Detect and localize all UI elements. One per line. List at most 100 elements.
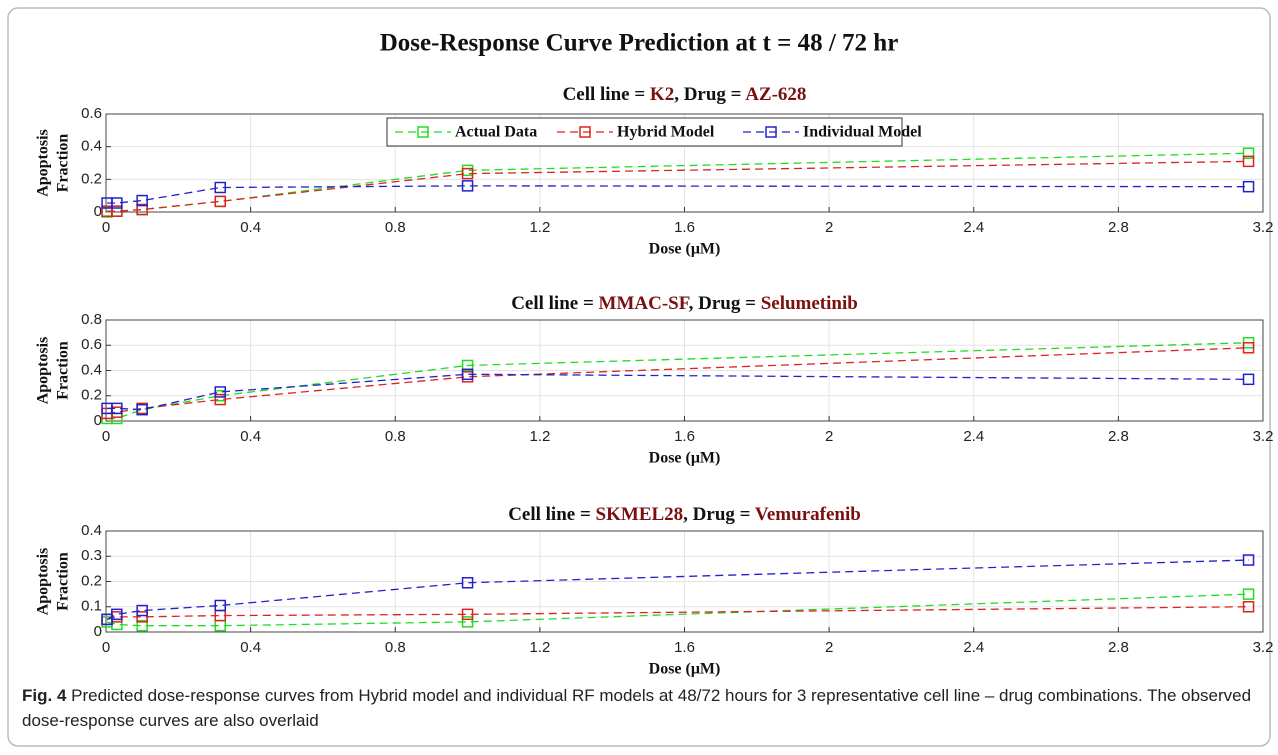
- x-axis-label: Dose (μM): [649, 661, 721, 678]
- point-marker: [461, 180, 474, 192]
- title-part: AZ-628: [745, 84, 806, 105]
- title-part: Cell line =: [563, 84, 650, 105]
- y-tick-label: 0.4: [81, 522, 102, 539]
- x-tick-label: 2.4: [963, 428, 984, 445]
- x-tick-label: 2.4: [963, 639, 984, 656]
- title-part: Selumetinib: [761, 293, 858, 314]
- plot-frame: [105, 530, 1264, 633]
- caption: Fig. 4 Predicted dose-response curves fr…: [22, 683, 1252, 733]
- legend-label: Individual Model: [803, 124, 922, 141]
- y-axis-label: Apoptosis: [35, 129, 52, 197]
- subplot-title: Cell line = SKMEL28, Drug = Vemurafenib: [508, 504, 861, 525]
- x-tick-label: 2.8: [1108, 219, 1129, 236]
- x-tick-label: 1.6: [674, 219, 695, 236]
- y-tick-label: 0: [94, 412, 102, 429]
- point-marker: [214, 393, 227, 406]
- x-tick-label: 2.4: [963, 219, 984, 236]
- point-marker: [1242, 180, 1255, 193]
- y-tick-label: 0.6: [81, 336, 102, 353]
- y-axis-label: Apoptosis: [35, 548, 52, 616]
- y-tick-label: 0.1: [81, 598, 102, 615]
- point-marker: [214, 599, 227, 612]
- point-marker: [1242, 554, 1255, 566]
- point-marker: [136, 611, 148, 623]
- legend-marker: [579, 126, 591, 138]
- x-tick-label: 0: [102, 428, 110, 445]
- y-tick-label: 0.6: [81, 105, 102, 122]
- point-marker: [1242, 601, 1255, 613]
- y-tick-label: 0.3: [81, 547, 102, 564]
- title-part: , Drug =: [689, 293, 761, 314]
- point-marker: [111, 402, 123, 415]
- point-marker: [461, 359, 474, 372]
- point-marker: [111, 197, 123, 209]
- x-tick-label: 0.4: [240, 639, 261, 656]
- x-tick-label: 3.2: [1253, 428, 1274, 445]
- title-part: MMAC-SF: [599, 293, 690, 314]
- y-tick-label: 0: [94, 203, 102, 220]
- x-tick-label: 1.2: [529, 428, 550, 445]
- x-tick-label: 3.2: [1253, 639, 1274, 656]
- title-part: Cell line =: [511, 293, 598, 314]
- y-tick-label: 0.4: [81, 361, 102, 378]
- title-part: Cell line =: [508, 504, 595, 525]
- point-marker: [1242, 588, 1255, 600]
- point-marker: [214, 195, 227, 208]
- x-tick-label: 0.8: [385, 219, 406, 236]
- plot-frame: [105, 113, 1264, 213]
- point-marker: [461, 608, 474, 621]
- y-axis-label: Fraction: [55, 552, 72, 611]
- point-marker: [111, 608, 123, 621]
- caption-label: Fig. 4: [22, 686, 67, 705]
- x-tick-label: 0.4: [240, 219, 261, 236]
- point-marker: [136, 403, 148, 416]
- title-part: K2: [650, 84, 674, 105]
- point-marker: [1242, 155, 1255, 168]
- legend-box: [386, 117, 903, 147]
- point-marker: [136, 604, 148, 617]
- legend-label: Actual Data: [455, 124, 537, 141]
- x-tick-label: 0: [102, 639, 110, 656]
- subplot-title: Cell line = K2, Drug = AZ-628: [563, 84, 807, 105]
- x-tick-label: 1.2: [529, 639, 550, 656]
- y-tick-label: 0: [94, 623, 102, 640]
- x-tick-label: 0.4: [240, 428, 261, 445]
- y-tick-label: 0.2: [81, 572, 102, 589]
- point-marker: [461, 368, 474, 381]
- point-marker: [136, 203, 148, 216]
- x-tick-label: 0.8: [385, 428, 406, 445]
- caption-text: Predicted dose-response curves from Hybr…: [22, 686, 1252, 730]
- point-marker: [1242, 373, 1255, 386]
- point-marker: [214, 181, 227, 194]
- y-axis-label: Fraction: [55, 134, 72, 193]
- point-marker: [461, 577, 474, 589]
- title-part: Vemurafenib: [755, 504, 861, 525]
- figure-title: Dose-Response Curve Prediction at t = 48…: [380, 30, 899, 57]
- x-axis-label: Dose (μM): [649, 450, 721, 467]
- point-marker: [461, 616, 474, 628]
- y-tick-label: 0.2: [81, 170, 102, 187]
- plot-frame: [105, 319, 1264, 422]
- title-part: , Drug =: [674, 84, 745, 105]
- point-marker: [1242, 147, 1255, 159]
- subplot-title: Cell line = MMAC-SF, Drug = Selumetinib: [511, 293, 858, 314]
- y-tick-label: 0.4: [81, 138, 102, 155]
- x-tick-label: 1.6: [674, 428, 695, 445]
- figure-border: [7, 7, 1271, 747]
- legend-marker: [417, 126, 429, 138]
- point-marker: [111, 205, 123, 217]
- point-marker: [1242, 342, 1255, 354]
- x-tick-label: 1.2: [529, 219, 550, 236]
- series-line: [107, 342, 1249, 420]
- point-marker: [136, 619, 148, 632]
- x-tick-label: 1.6: [674, 639, 695, 656]
- legend-marker: [765, 126, 777, 138]
- x-tick-label: 0.8: [385, 639, 406, 656]
- x-tick-label: 0: [102, 219, 110, 236]
- x-tick-label: 3.2: [1253, 219, 1274, 236]
- x-tick-label: 2.8: [1108, 428, 1129, 445]
- y-axis-label: Fraction: [55, 341, 72, 400]
- point-marker: [461, 167, 474, 180]
- y-tick-label: 0.8: [81, 311, 102, 328]
